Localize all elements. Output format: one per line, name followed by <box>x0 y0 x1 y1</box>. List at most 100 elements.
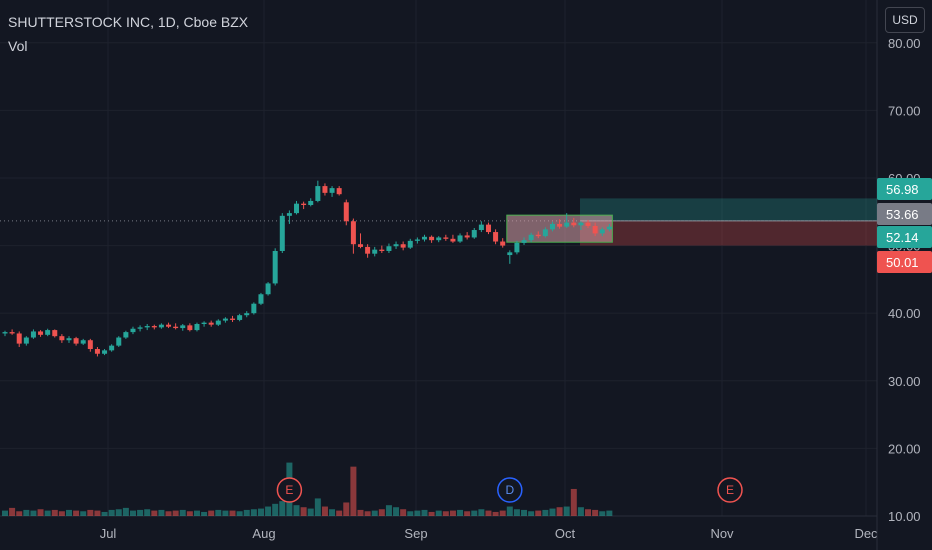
candle-body[interactable] <box>500 241 506 246</box>
candle-body[interactable] <box>308 200 314 206</box>
candle-body[interactable] <box>386 246 392 251</box>
candle-body[interactable] <box>599 229 605 234</box>
candle-body[interactable] <box>30 331 36 338</box>
candle-body[interactable] <box>379 249 385 251</box>
candle-body[interactable] <box>457 235 463 242</box>
candle-body[interactable] <box>421 236 427 240</box>
candle-body[interactable] <box>485 224 491 233</box>
candle-body[interactable] <box>549 223 555 230</box>
candle-body[interactable] <box>272 250 278 284</box>
candle-body[interactable] <box>507 252 513 256</box>
candle-body[interactable] <box>436 237 442 241</box>
candle-body[interactable] <box>493 232 499 242</box>
earnings-marker[interactable] <box>276 477 303 503</box>
candle-body[interactable] <box>194 324 200 331</box>
volume-bar <box>506 506 513 516</box>
candle-body[interactable] <box>429 236 435 241</box>
candle-body[interactable] <box>464 235 470 238</box>
candle-body[interactable] <box>407 240 413 248</box>
candle-body[interactable] <box>215 320 221 325</box>
candle-body[interactable] <box>400 244 406 248</box>
candle-body[interactable] <box>109 345 115 351</box>
candle-body[interactable] <box>102 350 108 354</box>
candle-body[interactable] <box>59 336 65 341</box>
candle-body[interactable] <box>471 230 477 238</box>
candle-body[interactable] <box>365 246 371 254</box>
candle-body[interactable] <box>180 325 186 329</box>
candle-body[interactable] <box>606 226 612 230</box>
candle-body[interactable] <box>173 326 179 329</box>
candle-body[interactable] <box>571 222 577 226</box>
candle-body[interactable] <box>564 222 570 227</box>
candle-body[interactable] <box>578 222 584 226</box>
candle-body[interactable] <box>23 337 29 344</box>
currency-button[interactable]: USD <box>885 7 925 33</box>
candle-body[interactable] <box>38 331 44 335</box>
candle-body[interactable] <box>187 325 193 331</box>
candle-body[interactable] <box>521 240 527 243</box>
volume-bar <box>158 509 165 516</box>
candle-body[interactable] <box>2 332 8 334</box>
loss-zone[interactable] <box>580 220 877 246</box>
earnings-marker[interactable] <box>717 477 743 503</box>
candle-body[interactable] <box>450 238 456 242</box>
candle-body[interactable] <box>201 322 207 324</box>
candle-body[interactable] <box>358 244 363 247</box>
candle-body[interactable] <box>251 303 257 314</box>
volume-bar <box>73 510 80 516</box>
candle-body[interactable] <box>329 188 335 193</box>
candle-body[interactable] <box>372 249 378 254</box>
candle-body[interactable] <box>94 349 100 354</box>
candle-body[interactable] <box>301 203 307 206</box>
volume-bar <box>2 510 8 516</box>
candle-body[interactable] <box>208 322 214 325</box>
candle-body[interactable] <box>542 229 548 237</box>
candle-body[interactable] <box>116 337 122 346</box>
volume-indicator-label[interactable]: Vol <box>8 38 28 54</box>
candle-body[interactable] <box>258 294 264 304</box>
candle-body[interactable] <box>73 338 79 344</box>
candle-body[interactable] <box>557 223 563 227</box>
candle-body[interactable] <box>166 324 172 327</box>
candle-body[interactable] <box>535 234 541 237</box>
candle-body[interactable] <box>350 221 356 245</box>
candle-body[interactable] <box>443 237 449 239</box>
candle-body[interactable] <box>244 313 250 316</box>
candle-body[interactable] <box>336 188 342 195</box>
candle-body[interactable] <box>286 213 292 216</box>
dividend-marker[interactable] <box>497 477 523 503</box>
candle-body[interactable] <box>80 340 86 344</box>
candle-body[interactable] <box>414 239 420 241</box>
candle-body[interactable] <box>265 283 271 295</box>
candle-body[interactable] <box>393 244 399 247</box>
candle-body[interactable] <box>123 332 129 338</box>
candle-body[interactable] <box>87 340 93 350</box>
volume-bar <box>272 503 279 516</box>
candle-body[interactable] <box>230 318 236 320</box>
profit-zone[interactable] <box>580 198 877 221</box>
candle-body[interactable] <box>66 338 72 341</box>
candle-body[interactable] <box>151 326 157 328</box>
candle-body[interactable] <box>130 328 136 333</box>
candle-body[interactable] <box>52 330 58 337</box>
candle-body[interactable] <box>137 327 143 329</box>
candle-body[interactable] <box>279 215 285 251</box>
candle-body[interactable] <box>343 202 349 222</box>
candle-body[interactable] <box>158 324 164 328</box>
candle-body[interactable] <box>9 332 15 334</box>
candle-body[interactable] <box>322 186 328 193</box>
candle-body[interactable] <box>528 234 534 241</box>
candle-body[interactable] <box>478 224 484 231</box>
candle-body[interactable] <box>45 330 51 335</box>
candle-body[interactable] <box>585 222 591 226</box>
candle-body[interactable] <box>16 333 22 344</box>
candle-body[interactable] <box>315 186 321 201</box>
candle-body[interactable] <box>237 315 243 320</box>
candle-body[interactable] <box>222 318 228 321</box>
candle-body[interactable] <box>144 326 150 328</box>
symbol-title[interactable]: SHUTTERSTOCK INC, 1D, Cboe BZX <box>8 14 249 30</box>
candle-body[interactable] <box>294 203 300 214</box>
candle-body[interactable] <box>592 225 598 234</box>
candle-body[interactable] <box>514 242 520 253</box>
